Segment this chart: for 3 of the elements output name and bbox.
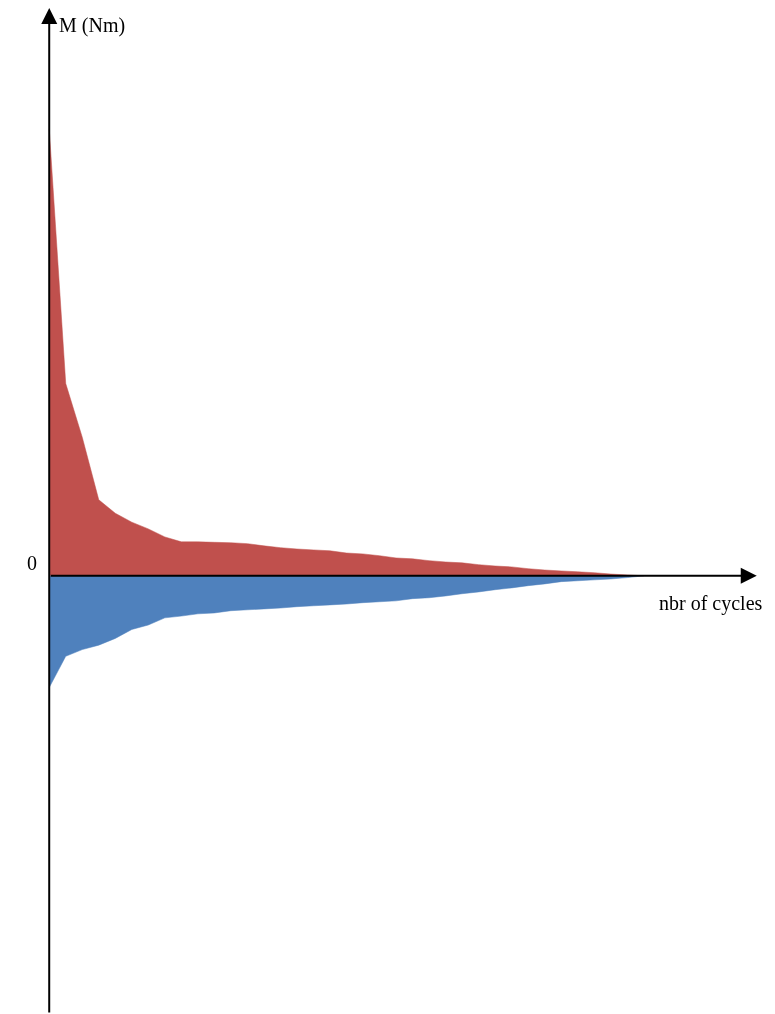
text: 0 [27,552,37,574]
x-axis-title: nbr of cycles [659,592,763,615]
y-axis-title: M (Nm) [59,14,126,37]
